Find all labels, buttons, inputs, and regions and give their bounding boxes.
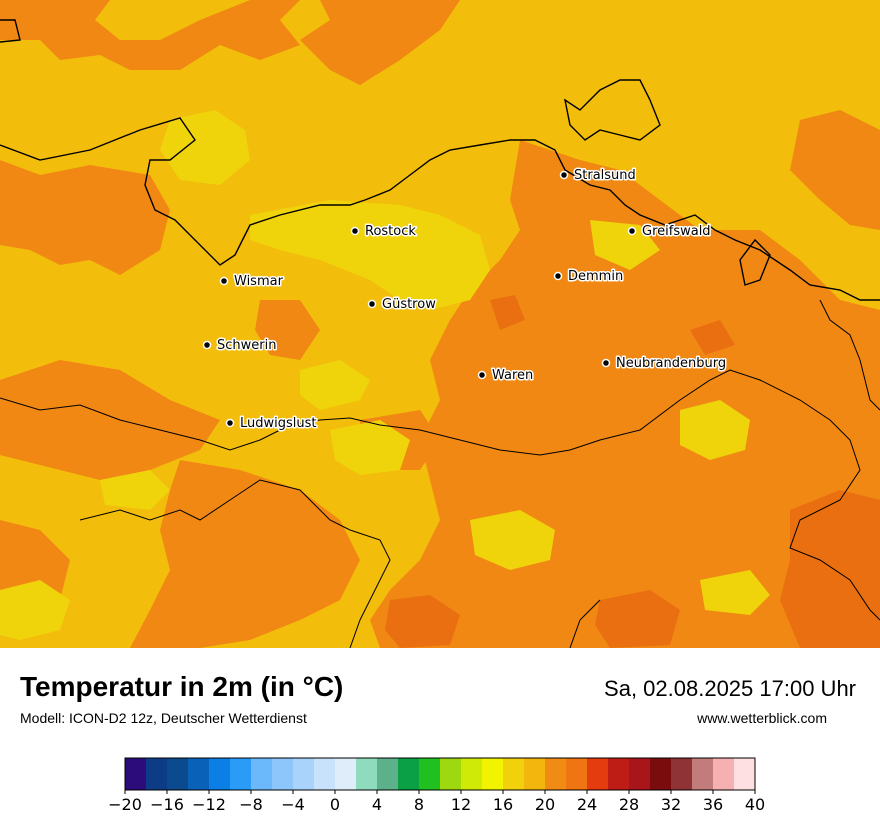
city-wismar: Wismar — [219, 273, 285, 291]
city-dot — [553, 271, 563, 281]
coastline — [0, 19, 880, 301]
colorbar-swatch — [503, 758, 525, 790]
city-greifswald: Greifswald — [627, 223, 712, 241]
city-label: Ludwigslust — [240, 416, 317, 431]
colorbar-swatch — [608, 758, 630, 790]
city-label: Schwerin — [217, 338, 276, 353]
colorbar-swatch — [125, 758, 147, 790]
borders — [0, 299, 880, 648]
city-dot — [219, 276, 229, 286]
colorbar-swatch — [650, 758, 672, 790]
colorbar: −20 −16 −12 −8 −4 0 4 8 12 16 20 24 28 32 36 40 — [108, 757, 765, 814]
colorbar-swatch — [419, 758, 441, 790]
colorbar-swatch — [692, 758, 714, 790]
colorbar-swatch — [587, 758, 609, 790]
colorbar-swatch — [272, 758, 294, 790]
colorbar-swatch — [545, 758, 567, 790]
city-label: Wismar — [234, 274, 284, 289]
colorbar-tick-label: −12 — [192, 795, 226, 814]
city-dot — [367, 299, 377, 309]
city-label: Güstrow — [382, 297, 436, 312]
colorbar-swatch — [671, 758, 693, 790]
footer: Temperatur in 2m (in °C) Modell: ICON-D2… — [0, 648, 880, 830]
temperature-map: Stralsund Rostock Greifswald Wismar Demmin Gü… — [0, 0, 880, 648]
city-rostock: Rostock — [350, 223, 418, 241]
city-dot — [350, 226, 360, 236]
colorbar-swatch — [230, 758, 252, 790]
city-waren: Waren — [477, 367, 535, 385]
colorbar-swatch — [188, 758, 210, 790]
city-label: Greifswald — [642, 224, 711, 239]
colorbar-tick-label: 0 — [330, 795, 340, 814]
colorbar-swatch — [377, 758, 399, 790]
city-schwerin: Schwerin — [202, 337, 278, 355]
model-info: Modell: ICON-D2 12z, Deutscher Wetterdie… — [20, 710, 307, 726]
colorbar-swatch — [356, 758, 378, 790]
temperature-zones-light — [0, 110, 770, 640]
map-title: Temperatur in 2m (in °C) — [20, 671, 344, 702]
valid-time: Sa, 02.08.2025 17:00 Uhr — [604, 676, 856, 701]
city-dot — [202, 340, 212, 350]
city-label: Demmin — [568, 269, 623, 284]
colorbar-tick-label: 24 — [577, 795, 597, 814]
city-neubrandenburg: Neubrandenburg — [601, 355, 728, 373]
colorbar-swatch — [146, 758, 168, 790]
city-markers: Stralsund Rostock Greifswald Wismar Demmin Gü… — [202, 167, 728, 433]
colorbar-tick-label: 36 — [703, 795, 723, 814]
colorbar-tick-label: 16 — [493, 795, 513, 814]
city-demmin: Demmin — [553, 268, 625, 286]
colorbar-swatch — [398, 758, 420, 790]
city-dot — [225, 418, 235, 428]
city-dot — [601, 358, 611, 368]
colorbar-swatch — [734, 758, 756, 790]
city-label: Neubrandenburg — [616, 356, 726, 371]
city-label: Waren — [492, 368, 533, 383]
website-link[interactable]: www.wetterblick.com — [697, 710, 827, 726]
colorbar-swatch — [209, 758, 231, 790]
city-ludwigslust: Ludwigslust — [225, 415, 318, 433]
colorbar-tick-label: 40 — [745, 795, 765, 814]
colorbar-tick-label: 8 — [414, 795, 424, 814]
colorbar-swatch — [251, 758, 273, 790]
colorbar-swatch — [524, 758, 546, 790]
colorbar-tick-label: −4 — [281, 795, 305, 814]
colorbar-tick-label: −20 — [108, 795, 142, 814]
city-dot — [559, 170, 569, 180]
colorbar-tick-label: 12 — [451, 795, 471, 814]
colorbar-tick-label: 4 — [372, 795, 382, 814]
temperature-zones-dark — [385, 295, 880, 648]
colorbar-tick-label: 28 — [619, 795, 639, 814]
colorbar-tick-label: −16 — [150, 795, 184, 814]
city-dot — [477, 370, 487, 380]
colorbar-swatch — [293, 758, 315, 790]
temperature-zones-orange — [0, 0, 880, 648]
colorbar-swatch — [167, 758, 189, 790]
city-dot — [627, 226, 637, 236]
colorbar-swatch — [335, 758, 357, 790]
city-gstrow: Güstrow — [367, 296, 438, 314]
colorbar-swatch — [482, 758, 504, 790]
colorbar-swatch — [566, 758, 588, 790]
colorbar-tick-label: 32 — [661, 795, 681, 814]
colorbar-swatch — [314, 758, 336, 790]
colorbar-tick-label: −8 — [239, 795, 263, 814]
colorbar-swatch — [440, 758, 462, 790]
city-stralsund: Stralsund — [559, 167, 637, 185]
colorbar-border — [124, 757, 756, 791]
colorbar-swatch — [713, 758, 735, 790]
colorbar-swatch — [629, 758, 651, 790]
colorbar-swatch — [461, 758, 483, 790]
colorbar-tick-label: 20 — [535, 795, 555, 814]
city-label: Stralsund — [574, 168, 636, 183]
city-label: Rostock — [365, 224, 416, 239]
